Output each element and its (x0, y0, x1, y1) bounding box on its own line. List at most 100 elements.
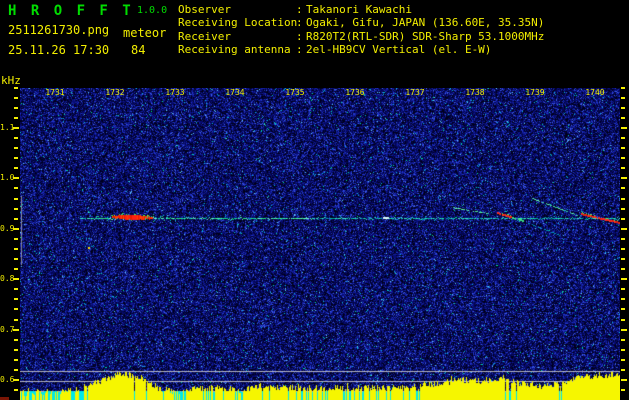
freq-tick (621, 288, 625, 290)
freq-tick-label: 1.0 (0, 173, 15, 182)
info-label: Receiver (178, 29, 231, 43)
info-value: Takanori Kawachi (306, 3, 412, 16)
freq-tick (621, 97, 625, 99)
freq-tick (621, 339, 625, 341)
freq-tick (14, 97, 18, 99)
corner-marker (0, 397, 9, 400)
info-separator: : (296, 43, 303, 57)
app-version: 1.0.0 (137, 5, 168, 16)
info-value: Ogaki, Gifu, JAPAN (136.60E, 35.35N) (306, 16, 545, 30)
freq-tick (14, 298, 18, 300)
info-separator: : (296, 16, 303, 30)
info-value: 2el-HB9CV Vertical (el. E-W) (306, 43, 492, 57)
freq-tick (621, 187, 625, 189)
freq-tick (14, 308, 18, 310)
freq-tick (621, 369, 625, 371)
observation-datetime: 25.11.26 17:30 (8, 43, 110, 57)
freq-tick (13, 278, 19, 280)
freq-tick (14, 288, 18, 290)
freq-tick (621, 87, 625, 89)
freq-tick (13, 127, 19, 129)
freq-tick (621, 167, 625, 169)
info-row: Observer: Takanori Kawachi (178, 3, 544, 16)
time-tick-label: 1732 (105, 88, 125, 97)
info-row: Receiving Location: Ogaki, Gifu, JAPAN (1… (178, 16, 544, 29)
info-value: R820T2(RTL-SDR) SDR-Sharp 53.1000MHz (306, 29, 545, 43)
info-label: Observer (178, 3, 231, 16)
spectrogram-canvas (20, 88, 620, 400)
info-label: Receiving Location (178, 16, 298, 30)
khz-axis-label: kHz (1, 74, 21, 87)
freq-tick (621, 379, 627, 381)
freq-tick (621, 107, 625, 109)
freq-tick-label: 0.8 (0, 274, 15, 283)
time-tick-label: 1734 (225, 88, 245, 97)
freq-tick (13, 329, 19, 331)
freq-tick (621, 127, 627, 129)
freq-tick (14, 198, 18, 200)
app-title: H R O F F T (8, 3, 134, 19)
freq-tick (621, 298, 625, 300)
time-tick-label: 1738 (465, 88, 485, 97)
freq-tick (621, 359, 625, 361)
info-separator: : (296, 29, 303, 43)
freq-tick (14, 238, 18, 240)
observation-mode: meteor (123, 26, 167, 40)
freq-tick-label: 0.9 (0, 224, 15, 233)
freq-tick (14, 107, 18, 109)
freq-tick (14, 137, 18, 139)
freq-tick (621, 248, 625, 250)
freq-tick (14, 349, 18, 351)
time-tick-label: 1733 (165, 88, 185, 97)
freq-tick (14, 258, 18, 260)
freq-tick (14, 208, 18, 210)
freq-tick (14, 87, 18, 89)
freq-tick (14, 319, 18, 321)
freq-tick (13, 177, 19, 179)
station-info: Observer: Takanori Kawachi Receiving Locat… (178, 3, 544, 57)
freq-tick (621, 157, 625, 159)
freq-tick (13, 379, 19, 381)
freq-tick (14, 389, 18, 391)
freq-tick (13, 228, 19, 230)
freq-tick (14, 218, 18, 220)
freq-tick (14, 187, 18, 189)
freq-tick (621, 228, 627, 230)
freq-tick (621, 137, 625, 139)
freq-tick (621, 308, 625, 310)
info-row: Receiving antenna:2el-HB9CV Vertical (el… (178, 43, 544, 56)
capture-filename: 2511261730.png (8, 23, 110, 37)
freq-tick (14, 268, 18, 270)
time-tick-label: 1735 (285, 88, 305, 97)
freq-tick-label: 1.1 (0, 123, 15, 132)
freq-tick-label: 0.7 (0, 325, 15, 334)
freq-tick (621, 208, 625, 210)
freq-tick (621, 238, 625, 240)
freq-tick (621, 329, 627, 331)
freq-tick (621, 258, 625, 260)
freq-tick (621, 177, 627, 179)
freq-tick (14, 147, 18, 149)
time-tick-label: 1736 (345, 88, 365, 97)
freq-tick (621, 268, 625, 270)
time-tick-label: 1737 (405, 88, 425, 97)
freq-tick (14, 369, 18, 371)
freq-tick (621, 147, 625, 149)
info-row: Receiver: R820T2(RTL-SDR) SDR-Sharp 53.10… (178, 30, 544, 43)
freq-tick (14, 248, 18, 250)
freq-tick (621, 349, 625, 351)
time-tick-label: 1739 (525, 88, 545, 97)
freq-tick (621, 319, 625, 321)
freq-tick (14, 339, 18, 341)
time-tick-label: 1740 (585, 88, 605, 97)
freq-tick (621, 218, 625, 220)
freq-tick (621, 389, 625, 391)
freq-tick (14, 157, 18, 159)
freq-tick (14, 359, 18, 361)
info-label: Receiving antenna (178, 43, 291, 57)
freq-tick (14, 167, 18, 169)
freq-tick (621, 117, 625, 119)
meteor-count: 84 (131, 43, 146, 57)
freq-tick-label: 0.6 (0, 375, 15, 384)
